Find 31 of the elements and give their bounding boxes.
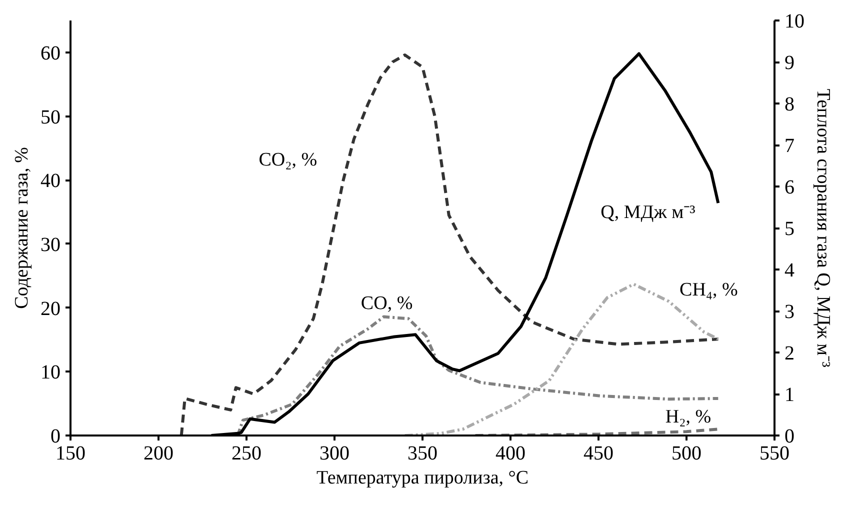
y-tick-label: 50 <box>40 106 60 128</box>
series-label: H₂, % <box>665 406 712 428</box>
y2-axis-title: Теплота сгорания газа Q, МДж м⁻³ <box>812 88 834 368</box>
y2-tick-label: 9 <box>784 52 794 74</box>
x-tick-label: 450 <box>584 442 614 464</box>
series-label: CO, % <box>360 293 413 314</box>
y2-tick-label: 8 <box>784 94 794 116</box>
y2-tick-label: 2 <box>784 342 794 364</box>
y-tick-label: 10 <box>40 362 60 384</box>
x-axis-title: Температура пиролиза, °C <box>316 468 529 488</box>
series-label: CH₄, % <box>680 280 738 301</box>
x-tick-label: 300 <box>320 442 350 464</box>
x-tick-label: 200 <box>144 442 174 464</box>
y2-tick-label: 6 <box>784 176 794 198</box>
series-label: Q, МДж м⁻³ <box>600 202 696 224</box>
series-label: CO₂, % <box>258 149 318 170</box>
y-tick-label: 20 <box>40 298 60 320</box>
y2-tick-label: 10 <box>784 10 804 32</box>
x-tick-label: 350 <box>408 442 438 464</box>
x-tick-label: 500 <box>672 442 702 464</box>
y-tick-label: 40 <box>40 170 60 192</box>
y2-tick-label: 3 <box>784 301 794 323</box>
x-tick-label: 250 <box>232 442 262 464</box>
y2-tick-label: 4 <box>784 260 794 282</box>
y-tick-label: 60 <box>40 42 60 64</box>
x-tick-label: 400 <box>496 442 526 464</box>
y2-tick-label: 7 <box>784 135 794 157</box>
y2-tick-label: 1 <box>784 384 794 406</box>
y-tick-label: 30 <box>40 234 60 256</box>
y2-tick-label: 5 <box>784 218 794 240</box>
y-axis-title: Содержание газа, % <box>12 146 32 309</box>
